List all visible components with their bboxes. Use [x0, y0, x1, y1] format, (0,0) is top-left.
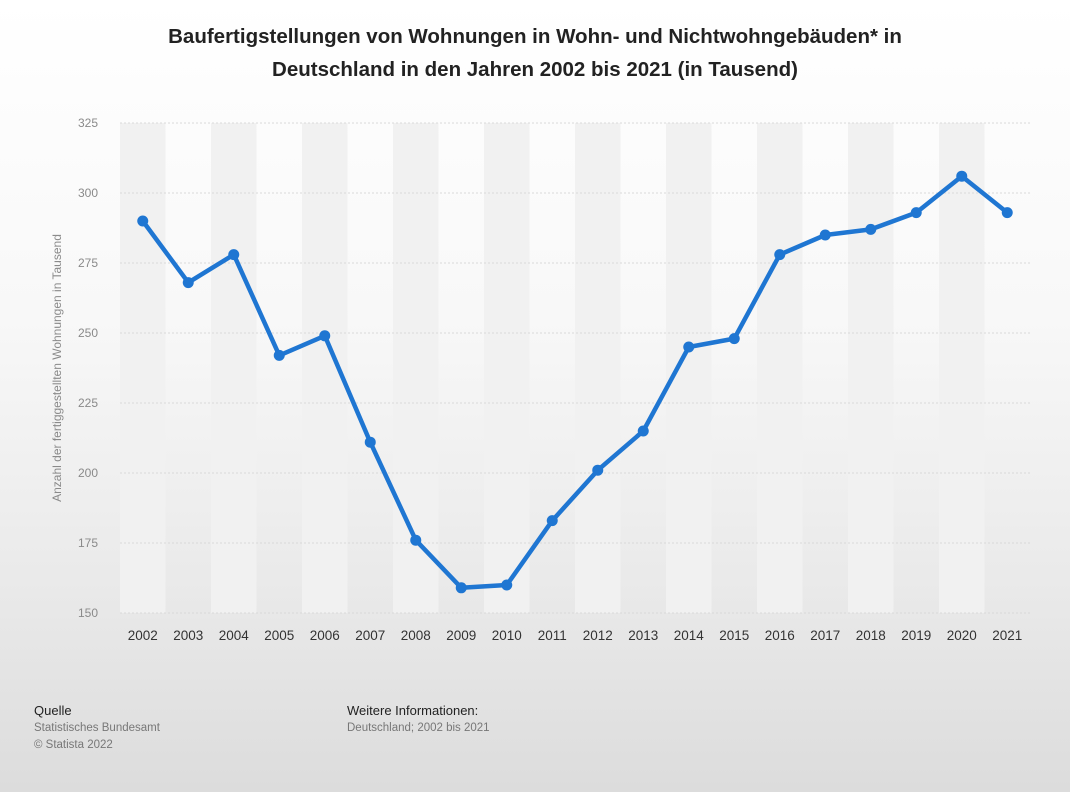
chart-title-line-1: Baufertigstellungen von Wohnungen in Woh… [168, 25, 902, 48]
x-tick-label: 2009 [446, 628, 476, 643]
x-tick-label: 2004 [219, 628, 250, 643]
x-tick-label: 2006 [310, 628, 340, 643]
data-point [910, 207, 922, 219]
x-tick-label: 2005 [264, 628, 294, 643]
column-band [211, 123, 257, 613]
column-band [939, 123, 985, 613]
chart-title-line-2: Deutschland in den Jahren 2002 bis 2021 … [272, 58, 798, 81]
x-tick-label: 2013 [628, 628, 658, 643]
y-tick-label: 175 [78, 536, 98, 550]
x-tick-label: 2003 [173, 628, 203, 643]
x-tick-label: 2017 [810, 628, 840, 643]
column-band [666, 123, 712, 613]
source-name: Statistisches Bundesamt [34, 722, 160, 734]
y-tick-label: 200 [78, 466, 98, 480]
column-band [757, 123, 803, 613]
x-tick-label: 2010 [492, 628, 522, 643]
x-tick-label: 2019 [901, 628, 931, 643]
x-tick-label: 2015 [719, 628, 749, 643]
x-tick-label: 2018 [856, 628, 886, 643]
x-tick-label: 2012 [583, 628, 613, 643]
column-band [484, 123, 530, 613]
copyright: © Statista 2022 [34, 739, 113, 751]
data-point [410, 534, 422, 546]
x-tick-label: 2011 [538, 628, 567, 643]
data-points [137, 170, 1013, 594]
data-point [273, 349, 285, 361]
y-axis-label: Anzahl der fertiggestellten Wohnungen in… [50, 234, 64, 502]
chart-title: Baufertigstellungen von Wohnungen in Woh… [60, 20, 1010, 86]
data-point [865, 223, 877, 235]
column-band [120, 123, 166, 613]
y-tick-label: 250 [78, 326, 98, 340]
x-tick-label: 2016 [765, 628, 795, 643]
column-bands [120, 123, 985, 613]
data-point [592, 464, 604, 476]
column-band [848, 123, 894, 613]
info-text: Deutschland; 2002 bis 2021 [347, 722, 490, 734]
column-band [575, 123, 621, 613]
x-axis-ticks: 2002 2003 2004 2005 2006 2007 2008 2009 2010 2011… [128, 628, 1023, 643]
data-point [546, 515, 558, 527]
data-point [501, 579, 513, 591]
x-tick-label: 2002 [128, 628, 158, 643]
column-band [393, 123, 439, 613]
x-tick-label: 2008 [401, 628, 431, 643]
series-line [140, 173, 1010, 591]
y-tick-label: 225 [78, 396, 98, 410]
info-heading: Weitere Informationen: [347, 703, 479, 718]
data-point [455, 582, 467, 594]
data-point [728, 333, 740, 345]
data-point [182, 277, 194, 289]
data-point [364, 436, 376, 448]
x-tick-label: 2007 [355, 628, 385, 643]
source-heading: Quelle [34, 703, 72, 718]
x-tick-label: 2021 [992, 628, 1022, 643]
data-point [137, 215, 149, 227]
y-tick-label: 300 [78, 186, 98, 200]
x-tick-label: 2020 [947, 628, 977, 643]
data-point [956, 170, 968, 182]
data-point [819, 229, 831, 241]
data-point [683, 341, 695, 353]
data-point [1001, 207, 1013, 219]
y-tick-label: 275 [78, 256, 98, 270]
y-tick-label: 150 [78, 606, 98, 620]
data-point [637, 425, 649, 437]
y-axis-ticks: 150 175 200 225 250 275 300 325 [78, 116, 98, 620]
data-point [228, 249, 240, 261]
y-tick-label: 325 [78, 116, 98, 130]
x-tick-label: 2014 [674, 628, 705, 643]
data-point [319, 330, 331, 342]
data-point [774, 249, 786, 261]
